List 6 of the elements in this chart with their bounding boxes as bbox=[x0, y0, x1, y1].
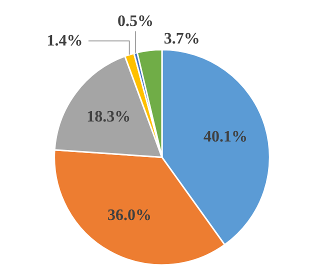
data-label: 3.7% bbox=[164, 30, 200, 48]
data-label: 18.3% bbox=[86, 108, 131, 126]
data-label: 40.1% bbox=[204, 128, 248, 146]
data-label: 1.4% bbox=[46, 32, 83, 50]
data-label: 0.5% bbox=[118, 13, 154, 30]
data-label: 36.0% bbox=[107, 207, 152, 224]
